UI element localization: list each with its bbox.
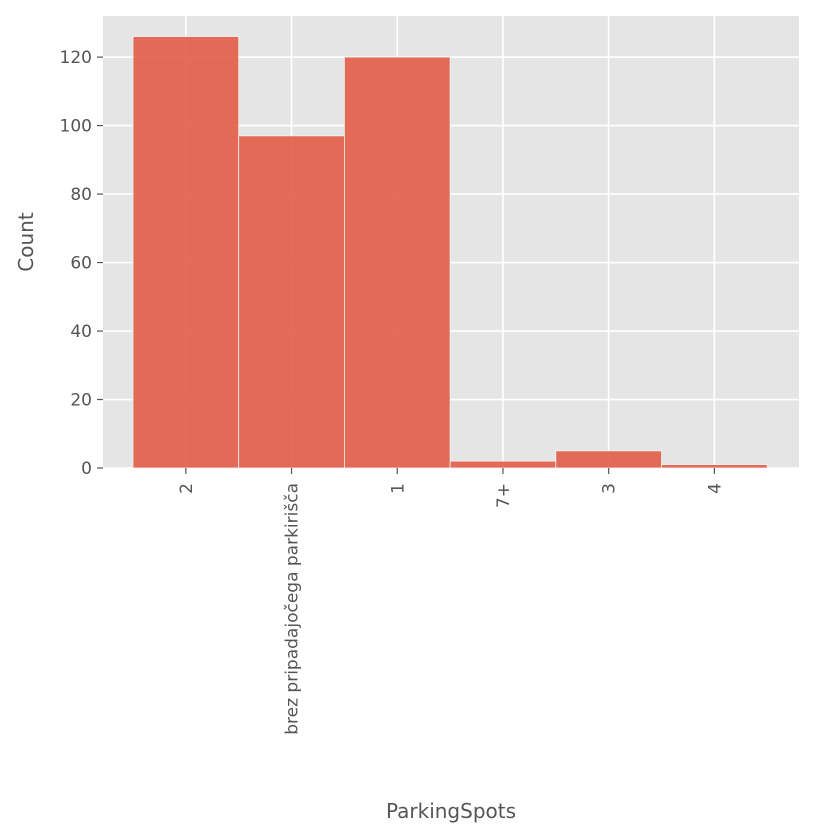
bars <box>132 36 768 469</box>
y-tick-label: 40 <box>70 322 92 342</box>
x-axis-ticks: 2 brez pripadajočega parkirišča 1 7+ 3 4 <box>177 468 725 735</box>
x-tick-label: 7+ <box>494 483 514 508</box>
x-tick-label: 3 <box>600 483 620 494</box>
y-tick-label: 20 <box>70 391 92 411</box>
y-tick-label: 80 <box>70 185 92 205</box>
x-axis-label: ParkingSpots <box>386 799 516 823</box>
y-axis-label: Count <box>14 212 38 272</box>
bar <box>132 36 240 469</box>
bar <box>238 135 345 469</box>
y-axis-ticks: 0 20 40 60 80 100 120 <box>60 48 103 479</box>
bar <box>661 464 768 469</box>
y-tick-label: 120 <box>60 48 92 68</box>
bar <box>449 460 557 469</box>
bar <box>343 56 451 469</box>
y-tick-label: 0 <box>81 459 92 479</box>
bar <box>555 450 662 469</box>
y-tick-label: 60 <box>70 254 92 274</box>
x-tick-label: brez pripadajočega parkirišča <box>283 483 303 735</box>
x-tick-label: 1 <box>388 483 408 494</box>
x-tick-label: 2 <box>177 483 197 494</box>
y-tick-label: 100 <box>60 117 92 137</box>
x-tick-label: 4 <box>705 483 725 494</box>
